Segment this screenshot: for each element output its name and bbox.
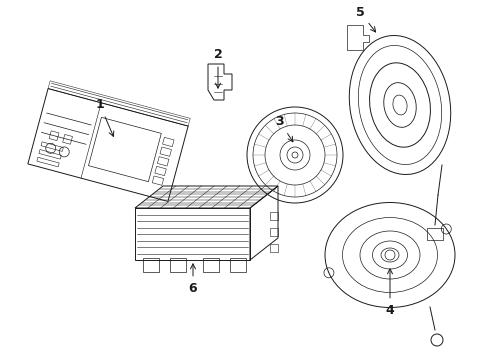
Bar [39, 149, 61, 159]
Bar [269, 212, 278, 220]
Circle shape [246, 107, 342, 203]
Bar [28, 89, 188, 202]
Text: 5: 5 [355, 5, 375, 32]
Text: 6: 6 [188, 264, 197, 294]
Bar [163, 137, 174, 147]
Bar [160, 147, 171, 156]
Bar [229, 258, 245, 272]
Bar [203, 258, 219, 272]
Bar [170, 258, 185, 272]
Bar [49, 131, 59, 141]
Bar [48, 81, 190, 126]
Bar [157, 157, 168, 166]
Text: 3: 3 [275, 116, 292, 142]
Text: 2: 2 [213, 49, 222, 88]
Bar [62, 134, 72, 144]
Bar [88, 117, 161, 182]
Bar [426, 228, 442, 240]
Bar [135, 208, 249, 260]
Bar [269, 228, 278, 236]
Text: 4: 4 [385, 269, 393, 316]
Bar [155, 166, 166, 176]
Ellipse shape [348, 36, 450, 175]
Bar [269, 244, 278, 252]
Bar [152, 176, 163, 185]
Bar [142, 258, 159, 272]
Text: 1: 1 [96, 99, 114, 136]
Ellipse shape [325, 202, 454, 307]
Bar [41, 142, 63, 152]
Bar [37, 157, 59, 167]
